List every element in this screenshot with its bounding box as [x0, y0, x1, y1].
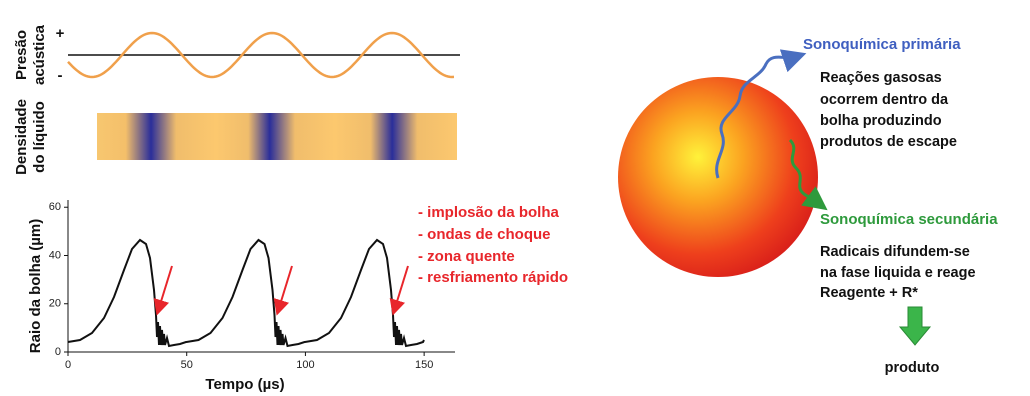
- x-tick-label: 0: [65, 359, 71, 371]
- note: - resfriamento rápido: [418, 269, 568, 286]
- y-tick-label: 40: [49, 249, 61, 261]
- density-label: do líquido: [31, 101, 48, 173]
- secondary-title: Sonoquímica secundária: [820, 211, 998, 228]
- primary-text: bolha produzindo: [820, 113, 942, 129]
- y-axis-label: Raio da bolha (µm): [27, 219, 44, 353]
- x-axis-label: Tempo (µs): [205, 376, 284, 393]
- figure: Presão acústica + - Densidade do líquido…: [0, 0, 1030, 396]
- y-tick-label: 60: [49, 201, 61, 213]
- primary-title: Sonoquímica primária: [803, 36, 961, 53]
- note: - zona quente: [418, 248, 515, 265]
- x-tick-label: 50: [181, 359, 193, 371]
- primary-text: Reações gasosas: [820, 70, 942, 86]
- density-band: [97, 113, 457, 160]
- primary-text: ocorrem dentro da: [820, 92, 949, 108]
- arrow: [159, 266, 172, 308]
- secondary-text: na fase liquida e reage: [820, 265, 976, 281]
- y-tick-label: 20: [49, 298, 61, 310]
- wave-label: Presão: [13, 30, 30, 80]
- product-arrow: [900, 307, 930, 345]
- note: - ondas de choque: [418, 226, 551, 243]
- note: - implosão da bolha: [418, 204, 560, 221]
- density-label: Densidade: [13, 99, 30, 175]
- plus-sign: +: [56, 25, 65, 42]
- x-tick-label: 150: [415, 359, 433, 371]
- x-tick-label: 100: [296, 359, 314, 371]
- arrow: [395, 266, 408, 308]
- y-tick-label: 0: [55, 346, 61, 358]
- wave-label: acústica: [31, 24, 48, 85]
- product: produto: [885, 360, 940, 376]
- radius-curve: [68, 240, 424, 346]
- secondary-text: Reagente + R*: [820, 285, 918, 301]
- arrow: [279, 266, 292, 308]
- primary-text: produtos de escape: [820, 134, 957, 150]
- secondary-text: Radicais difundem-se: [820, 244, 970, 260]
- minus-sign: -: [58, 67, 63, 84]
